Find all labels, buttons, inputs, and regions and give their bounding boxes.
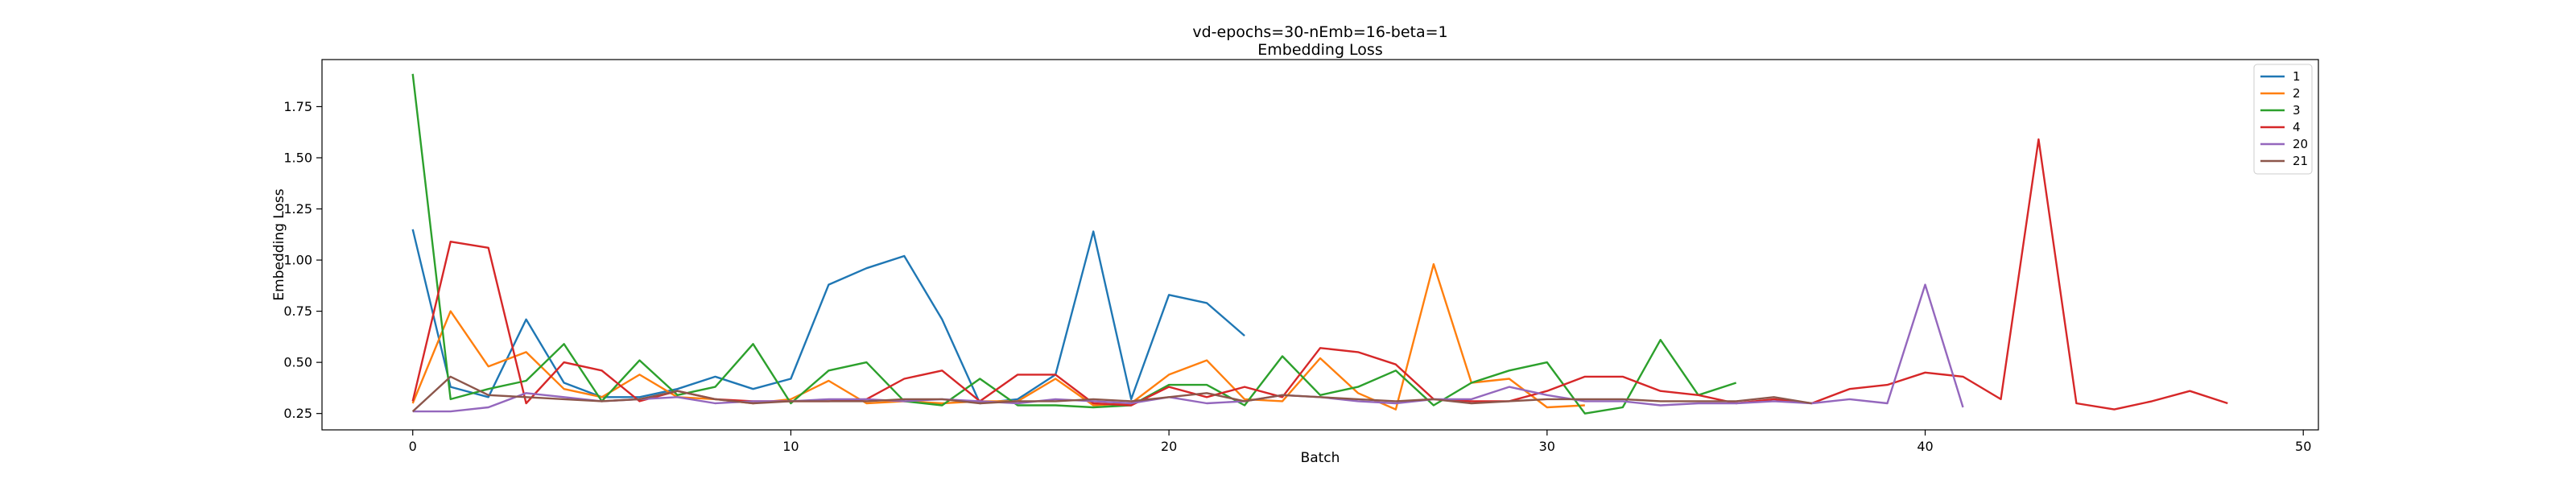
- x-tick-label: 40: [1917, 439, 1933, 454]
- legend-label-20: 20: [2293, 137, 2308, 151]
- series-line-4: [411, 138, 2228, 411]
- plot-area: [411, 73, 2228, 415]
- y-tick-label: 1.50: [283, 150, 312, 165]
- x-tick-label: 0: [409, 439, 417, 454]
- series-line-20: [412, 283, 1964, 413]
- legend-label-21: 21: [2293, 154, 2308, 168]
- x-tick-label: 20: [1161, 439, 1177, 454]
- legend-label-2: 2: [2293, 86, 2301, 101]
- y-tick-label: 0.75: [283, 303, 312, 319]
- legend: 1 2 3 4 20 21: [2253, 64, 2313, 175]
- legend-label-3: 3: [2293, 103, 2301, 118]
- legend-label-1: 1: [2293, 69, 2301, 84]
- y-axis-label: Embedding Loss: [271, 188, 287, 300]
- series-line-21: [411, 375, 1812, 412]
- plot-frame: [321, 59, 2319, 431]
- y-axis: 0.25 0.50 0.75 1.00 1.25 1.50 1.75: [283, 99, 322, 421]
- x-axis: 0 10 20 30 40 50: [409, 430, 2311, 454]
- legend-label-4: 4: [2293, 120, 2301, 134]
- y-tick-label: 1.25: [283, 201, 312, 217]
- y-tick-label: 1.00: [283, 253, 312, 268]
- x-tick-label: 30: [1539, 439, 1555, 454]
- x-tick-label: 50: [2295, 439, 2311, 454]
- y-tick-label: 1.75: [283, 99, 312, 114]
- chart-title: vd-epochs=30-nEmb=16-beta=1: [1192, 23, 1447, 41]
- x-axis-label: Batch: [1301, 450, 1340, 466]
- y-tick-label: 0.25: [283, 406, 312, 421]
- chart-subtitle: Embedding Loss: [1257, 41, 1382, 59]
- x-tick-label: 10: [782, 439, 799, 454]
- series-line-1: [411, 229, 1245, 405]
- series-line-3: [411, 73, 1737, 415]
- legend-box: [2253, 64, 2313, 175]
- y-tick-label: 0.50: [283, 355, 312, 370]
